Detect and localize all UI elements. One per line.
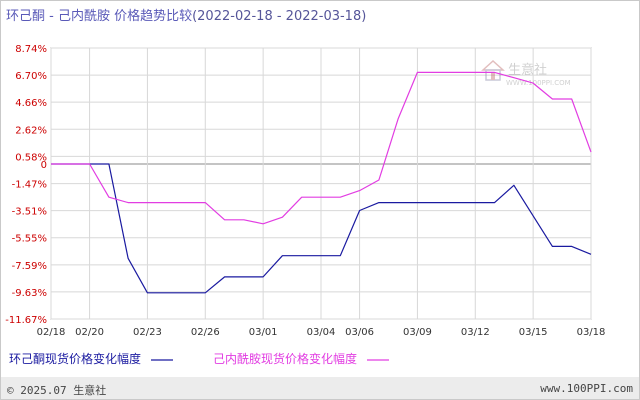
legend-swatch-series2 (366, 358, 389, 361)
y-tick-label: -5.55% (12, 234, 47, 245)
x-tick-label: 03/01 (249, 327, 278, 338)
legend-entry-series2: 己内酰胺现货价格变化幅度 (213, 350, 389, 367)
x-axis-ticks: 02/18 02/20 02/23 02/26 03/01 03/04 03/06 03/09… (37, 327, 606, 338)
y-tick-label: -7.59% (12, 261, 47, 272)
y-tick-label: 4.66% (15, 98, 47, 109)
y-tick-label: -1.47% (12, 180, 47, 191)
y-tick-label: -3.51% (12, 207, 47, 218)
y-tick-label: 6.70% (15, 71, 47, 82)
x-tick-label: 02/18 (37, 327, 66, 338)
watermark-logo: 生意社 WWW.100PPI.COM (481, 59, 571, 87)
series-line-1 (51, 163, 592, 294)
legend-label-series1: 环己酮现货价格变化幅度 (9, 352, 142, 366)
legend-swatch-series1 (150, 358, 173, 361)
chart-title-date-range: (2022-02-18 - 2022-03-18) (192, 9, 367, 24)
watermark-url-text: WWW.100PPI.COM (506, 79, 571, 87)
watermark-logo-text: 生意社 (508, 62, 547, 78)
y-zero-label: 0 (41, 160, 47, 171)
x-tick-label: 02/20 (75, 327, 104, 338)
x-tick-label: 03/18 (577, 327, 606, 338)
x-tick-label: 03/12 (461, 327, 490, 338)
series-layer (51, 71, 592, 294)
footer-site-link[interactable]: www.100PPI.com (540, 382, 633, 395)
y-tick-label: 2.62% (15, 125, 47, 136)
chart-title-main: 环己酮 - 己内酰胺 价格趋势比较 (6, 9, 193, 24)
x-tick-label: 02/26 (191, 327, 220, 338)
footer-copyright: © 2025.07 生意社 (7, 384, 107, 397)
x-tick-label: 03/15 (519, 327, 548, 338)
y-tick-label: -11.67% (5, 315, 47, 326)
grid-layer (50, 47, 592, 320)
x-tick-label: 03/09 (403, 327, 432, 338)
footer-bar: © 2025.07 生意社 www.100PPI.com (1, 377, 639, 399)
x-tick-label: 03/04 (307, 327, 336, 338)
legend-label-series2: 己内酰胺现货价格变化幅度 (213, 352, 358, 366)
x-tick-label: 02/23 (133, 327, 162, 338)
series-line-2 (51, 71, 592, 225)
x-tick-label: 03/06 (345, 327, 374, 338)
y-tick-label: 0.58% (15, 152, 47, 163)
house-icon (481, 59, 505, 81)
y-tick-label: -9.63% (12, 288, 47, 299)
legend-entry-series1: 环己酮现货价格变化幅度 (9, 350, 173, 367)
y-tick-label: 8.74% (15, 44, 47, 55)
y-axis-ticks: 8.74% 6.70% 4.66% 2.62% 0.58% -1.47% -3.51% -5.… (5, 44, 47, 326)
chart-title: 环己酮 - 己内酰胺 价格趋势比较(2022-02-18 - 2022-03-1… (6, 5, 366, 24)
